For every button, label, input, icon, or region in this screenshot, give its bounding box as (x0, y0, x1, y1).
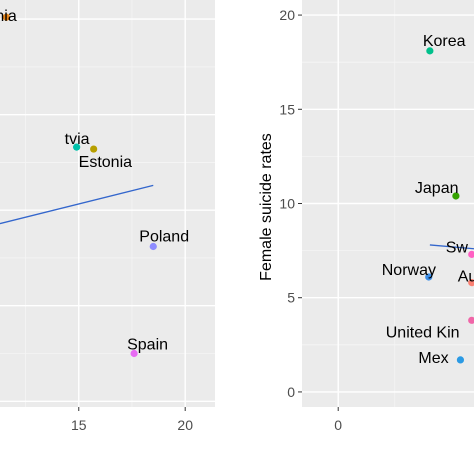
panel-background (0, 0, 215, 407)
data-point (149, 242, 157, 251)
point-label: Poland (139, 228, 189, 245)
data-point (468, 279, 474, 287)
x-tick-label: 15 (71, 417, 87, 433)
plot-area: Korea Japan Sw Norway Au United Kin Mex (302, 0, 474, 407)
plot-area: nia tvia Estonia Poland Spain (0, 0, 215, 407)
point-label: tvia (65, 131, 90, 148)
point-label: United Kin (386, 324, 460, 341)
point-label: Japan (415, 180, 459, 197)
y-tick-label: 0 (287, 384, 295, 400)
point-label: Korea (423, 33, 466, 50)
data-point (456, 356, 465, 364)
data-point (425, 273, 433, 281)
data-point (452, 192, 460, 200)
point-label: Estonia (79, 154, 132, 171)
x-tick-label: 20 (177, 417, 193, 433)
data-point (130, 349, 138, 358)
panel-1: nia tvia Estonia Poland Spain 15 20 (0, 0, 215, 433)
point-label: Au (458, 269, 474, 286)
data-point (90, 145, 98, 153)
data-point (426, 47, 434, 55)
data-point (468, 316, 474, 324)
y-tick-label: 15 (279, 101, 295, 117)
x-tick-label: 0 (334, 417, 342, 433)
point-label: Mex (418, 350, 448, 367)
y-axis-title: Female suicide rates (258, 133, 275, 281)
point-label: nia (0, 8, 17, 25)
regression-line (0, 184, 154, 225)
panel-2: Korea Japan Sw Norway Au United Kin Mex 0 0 5 10 15… (279, 0, 474, 433)
y-tick-label: 20 (279, 7, 295, 23)
data-point (73, 143, 81, 151)
data-point (468, 250, 474, 258)
point-label: Sw (446, 239, 469, 256)
regression-line (429, 244, 474, 250)
y-tick-label: 10 (279, 196, 295, 212)
point-label: Norway (382, 262, 436, 279)
point-label: Spain (127, 336, 168, 353)
y-tick-label: 5 (287, 290, 295, 306)
data-point (2, 13, 10, 21)
